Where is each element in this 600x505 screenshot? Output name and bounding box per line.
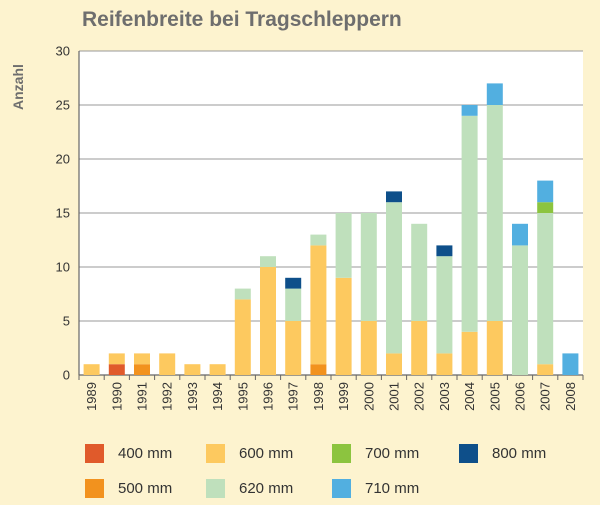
- x-tick-label: 2006: [513, 382, 528, 411]
- bar-segment-620mm-1998: [310, 234, 327, 246]
- bar-segment-600mm-1991: [134, 353, 150, 365]
- x-tick-label: 1997: [286, 382, 301, 411]
- bar-segment-600mm-2002: [411, 321, 428, 375]
- chart-title: Reifenbreite bei Tragschleppern: [82, 8, 402, 31]
- bar-segment-600mm-1996: [260, 267, 276, 375]
- bar-segment-800mm-2001: [386, 191, 402, 203]
- bar-segment-800mm-1997: [285, 277, 302, 289]
- bar-segment-600mm-1995: [234, 299, 251, 375]
- x-tick-label: 2004: [462, 382, 477, 411]
- bar-segment-710mm-2005: [486, 83, 503, 105]
- y-tick-label: 0: [63, 368, 70, 383]
- x-tick-label: 1993: [185, 382, 200, 411]
- bar-segment-600mm-2005: [486, 321, 503, 375]
- x-tick-label: 2003: [437, 382, 452, 411]
- bar-segment-620mm-2001: [386, 202, 402, 354]
- bar-segment-600mm-2000: [360, 321, 377, 375]
- bar-segment-620mm-1995: [234, 288, 251, 300]
- x-tick-label: 2002: [412, 382, 427, 411]
- x-tick-label: 2008: [563, 382, 578, 411]
- bar-segment-710mm-2006: [512, 223, 528, 246]
- bar-segment-600mm-2004: [461, 331, 478, 375]
- bar-segment-500mm-1991: [134, 364, 150, 375]
- bar-segment-600mm-1999: [335, 277, 352, 375]
- x-tick-label: 2001: [387, 382, 402, 411]
- bar-segment-710mm-2008: [562, 353, 579, 375]
- x-tick-label: 1998: [311, 382, 326, 411]
- x-tick-label: 1992: [160, 382, 175, 411]
- bar-segment-620mm-2004: [461, 115, 478, 332]
- bar-segment-600mm-1998: [310, 245, 327, 365]
- bar-segment-600mm-1992: [159, 353, 176, 375]
- x-tick-label: 2005: [487, 382, 502, 411]
- bar-segment-600mm-1994: [209, 364, 226, 375]
- bar-segment-600mm-1990: [108, 353, 125, 365]
- bar-segment-400mm-1990: [108, 364, 125, 375]
- y-tick-label: 10: [56, 260, 70, 275]
- y-tick-label: 20: [56, 152, 70, 167]
- bar-segment-600mm-2001: [386, 353, 402, 375]
- bar-segment-710mm-2007: [537, 180, 554, 203]
- bar-segment-620mm-2003: [436, 256, 453, 354]
- y-tick-label: 15: [56, 206, 70, 221]
- bar-segment-620mm-2005: [486, 105, 503, 321]
- bar-segment-710mm-2004: [461, 105, 478, 116]
- bar-segment-800mm-2003: [436, 245, 453, 257]
- x-tick-label: 1990: [109, 382, 124, 411]
- bar-segment-600mm-2003: [436, 353, 453, 375]
- bar-segment-600mm-1997: [285, 321, 302, 375]
- bar-segment-600mm-2007: [537, 364, 554, 375]
- x-tick-label: 2007: [538, 382, 553, 411]
- x-tick-label: 1994: [210, 382, 225, 411]
- x-tick-label: 1995: [235, 382, 250, 411]
- x-tick-label: 1989: [84, 382, 99, 411]
- bar-segment-620mm-1999: [335, 213, 352, 278]
- bar-segment-700mm-2007: [537, 202, 554, 213]
- y-tick-label: 30: [56, 44, 70, 59]
- bar-segment-620mm-1997: [285, 288, 302, 321]
- bar-segment-620mm-2002: [411, 223, 428, 321]
- bar-segment-620mm-2007: [537, 213, 554, 365]
- x-tick-label: 1996: [261, 382, 276, 411]
- y-tick-label: 25: [56, 98, 70, 113]
- bar-segment-500mm-1998: [310, 364, 327, 375]
- bar-segment-600mm-1989: [83, 364, 100, 375]
- x-tick-label: 2000: [361, 382, 376, 411]
- bar-segment-600mm-1993: [184, 364, 201, 375]
- bar-segment-620mm-2006: [512, 245, 528, 375]
- x-tick-label: 1999: [336, 382, 351, 411]
- x-tick-label: 1991: [135, 382, 150, 411]
- y-tick-label: 5: [63, 314, 70, 329]
- bar-segment-620mm-2000: [360, 213, 377, 321]
- bar-segment-620mm-1996: [260, 256, 276, 267]
